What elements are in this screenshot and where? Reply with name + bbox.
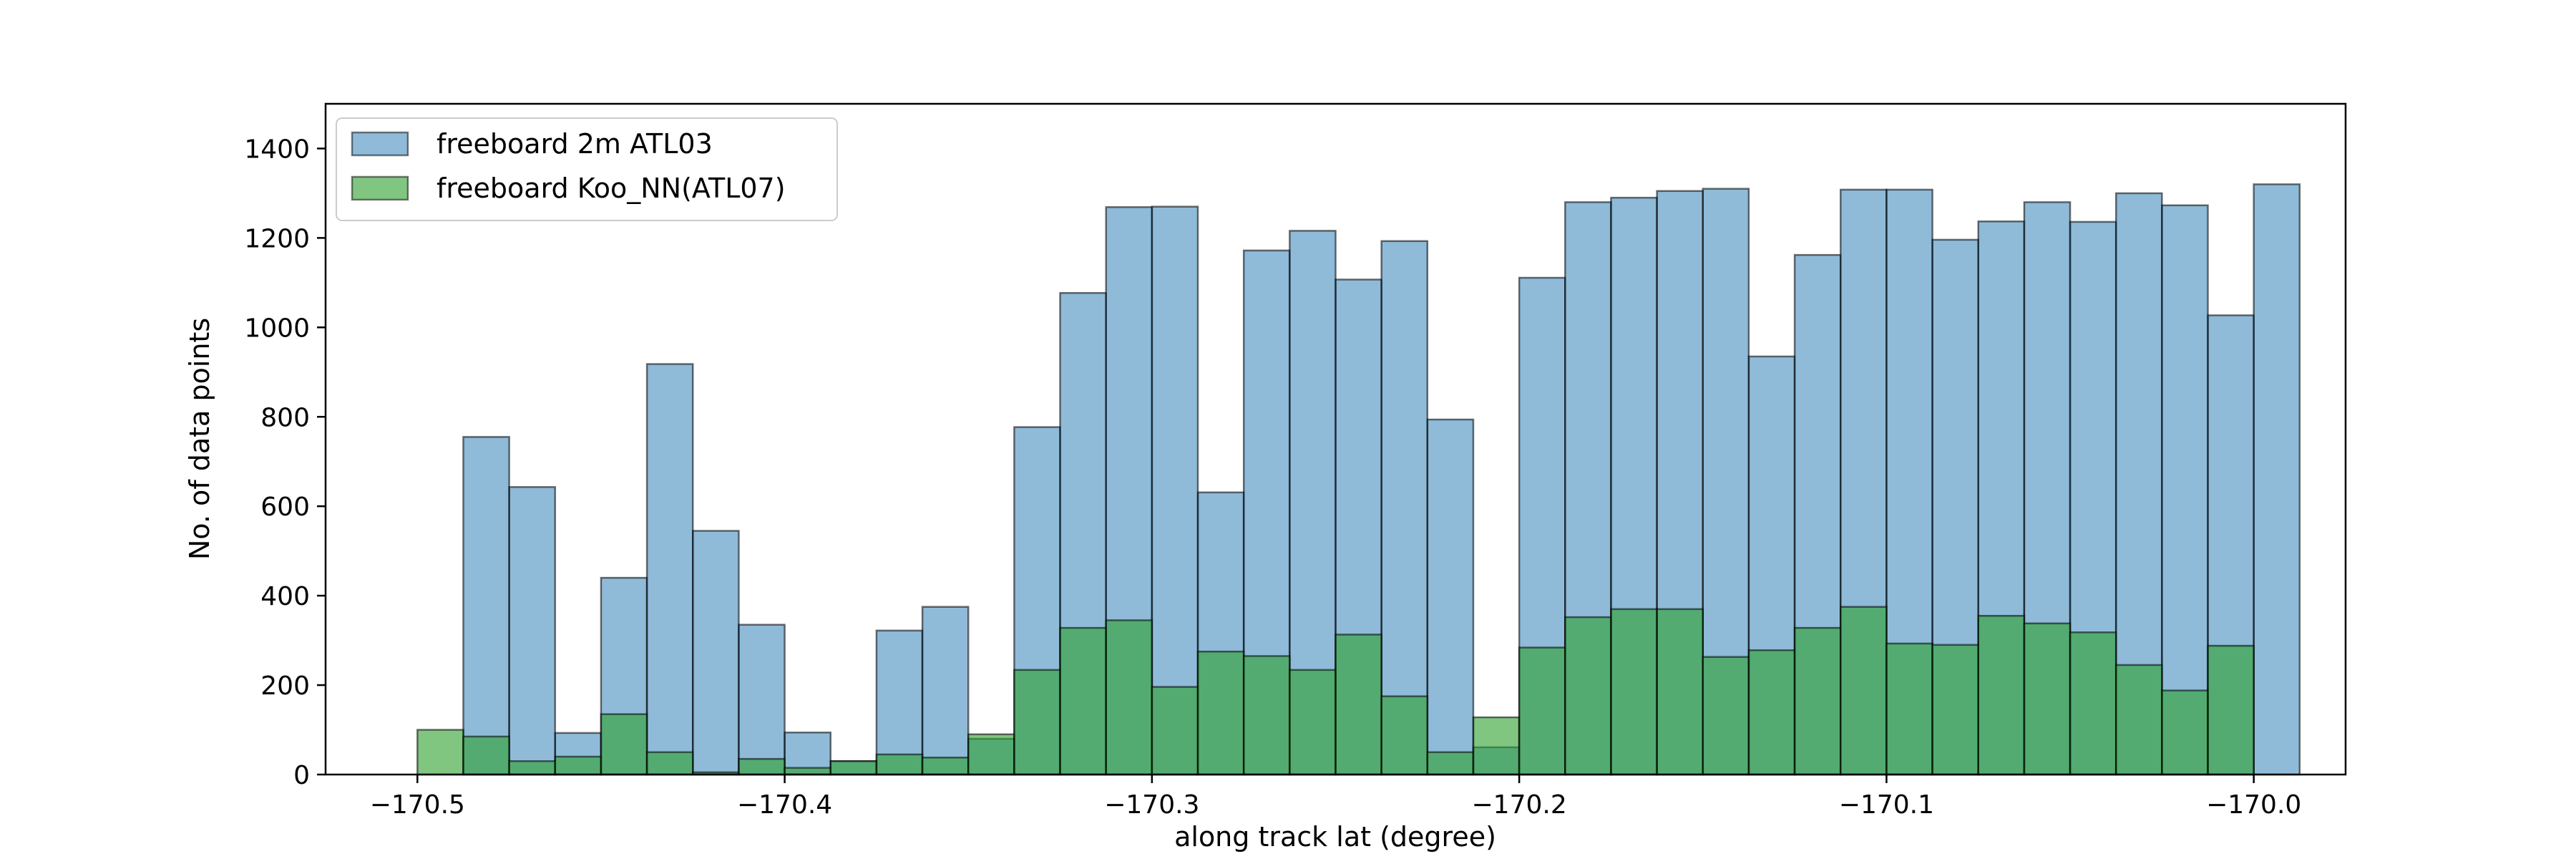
bar-koo-nn-31 bbox=[1840, 606, 1888, 776]
x-tick-label: −170.3 bbox=[1104, 790, 1199, 820]
bar-koo-nn-33 bbox=[1931, 644, 1979, 776]
bar-koo-nn-38 bbox=[2161, 689, 2209, 776]
bar-koo-nn-2 bbox=[508, 760, 557, 776]
legend-label-koo-nn: freeboard Koo_NN(ATL07) bbox=[436, 173, 786, 204]
x-tick-label: −170.0 bbox=[2206, 790, 2301, 820]
legend-box bbox=[336, 117, 838, 221]
bar-koo-nn-0 bbox=[416, 729, 464, 776]
bar-koo-nn-37 bbox=[2114, 664, 2163, 776]
series-koo-nn-bars bbox=[416, 606, 2255, 776]
bar-koo-nn-30 bbox=[1793, 626, 1842, 776]
plot-frame bbox=[324, 102, 2347, 776]
bar-koo-nn-4 bbox=[600, 713, 648, 776]
x-tick-label: −170.5 bbox=[370, 790, 465, 820]
y-tick-label: 800 bbox=[260, 403, 310, 432]
bar-atl03-21 bbox=[1426, 418, 1475, 776]
legend-label-atl03: freeboard 2m ATL03 bbox=[436, 128, 713, 160]
x-axis-label: along track lat (degree) bbox=[1174, 821, 1496, 853]
bar-atl03-5 bbox=[692, 530, 740, 776]
bar-koo-nn-35 bbox=[2023, 622, 2072, 776]
bars-layer bbox=[416, 183, 2301, 776]
bar-koo-nn-9 bbox=[829, 760, 878, 776]
y-tick-label: 0 bbox=[293, 761, 310, 790]
bar-koo-nn-21 bbox=[1380, 695, 1429, 776]
bar-koo-nn-23 bbox=[1472, 716, 1521, 776]
bar-koo-nn-19 bbox=[1289, 669, 1337, 776]
bar-koo-nn-16 bbox=[1151, 686, 1199, 776]
bar-koo-nn-12 bbox=[967, 733, 1015, 776]
y-axis-label: No. of data points bbox=[184, 318, 215, 560]
y-tick-label: 1000 bbox=[244, 314, 310, 343]
y-tick-label: 1200 bbox=[244, 224, 310, 253]
x-tick-label: −170.1 bbox=[1839, 790, 1934, 820]
bar-koo-nn-15 bbox=[1105, 619, 1153, 776]
bar-atl03-15 bbox=[1151, 205, 1199, 776]
bar-koo-nn-26 bbox=[1610, 608, 1658, 776]
bar-atl03-20 bbox=[1380, 240, 1429, 776]
bar-koo-nn-24 bbox=[1518, 646, 1566, 776]
bar-koo-nn-10 bbox=[875, 753, 924, 776]
bar-koo-nn-39 bbox=[2207, 644, 2255, 776]
bar-atl03-10 bbox=[921, 606, 970, 776]
y-tick-label: 1400 bbox=[244, 135, 310, 164]
bar-atl03-9 bbox=[875, 629, 924, 776]
bar-atl03-37 bbox=[2161, 204, 2209, 776]
bar-koo-nn-32 bbox=[1885, 642, 1933, 776]
bar-koo-nn-5 bbox=[645, 751, 694, 776]
bar-atl03-6 bbox=[738, 623, 786, 776]
bar-atl03-39 bbox=[2253, 183, 2301, 776]
bar-atl03-0 bbox=[462, 436, 510, 776]
bar-atl03-1 bbox=[508, 486, 557, 776]
bar-atl03-4 bbox=[645, 363, 694, 776]
bar-koo-nn-13 bbox=[1013, 669, 1061, 776]
bar-koo-nn-3 bbox=[554, 755, 602, 776]
legend: freeboard 2m ATL03 freeboard Koo_NN(ATL0… bbox=[336, 117, 838, 221]
bar-koo-nn-36 bbox=[2069, 631, 2117, 776]
bar-koo-nn-8 bbox=[784, 767, 832, 776]
bar-koo-nn-29 bbox=[1747, 649, 1796, 776]
axes-layer: −170.5 −170.4 −170.3 −170.2 −170.1 −170.0 0 200… bbox=[244, 135, 2301, 820]
bar-koo-nn-22 bbox=[1426, 751, 1475, 776]
bar-koo-nn-34 bbox=[1977, 614, 2026, 776]
bar-koo-nn-7 bbox=[738, 757, 786, 776]
legend-swatch-atl03 bbox=[351, 131, 409, 157]
x-tick-label: −170.4 bbox=[737, 790, 832, 820]
bar-koo-nn-11 bbox=[921, 757, 970, 776]
bar-koo-nn-14 bbox=[1059, 626, 1107, 776]
y-tick-label: 200 bbox=[260, 671, 310, 701]
bar-koo-nn-25 bbox=[1564, 616, 1612, 776]
bar-koo-nn-17 bbox=[1196, 650, 1245, 776]
y-tick-label: 600 bbox=[260, 492, 310, 522]
bar-koo-nn-27 bbox=[1656, 608, 1704, 776]
bar-koo-nn-1 bbox=[462, 735, 510, 776]
x-tick-label: −170.2 bbox=[1472, 790, 1567, 820]
bar-koo-nn-28 bbox=[1702, 656, 1750, 776]
bar-koo-nn-18 bbox=[1242, 655, 1291, 776]
y-tick-label: 400 bbox=[260, 582, 310, 611]
bar-koo-nn-20 bbox=[1335, 634, 1382, 776]
legend-swatch-koo-nn bbox=[351, 175, 409, 201]
